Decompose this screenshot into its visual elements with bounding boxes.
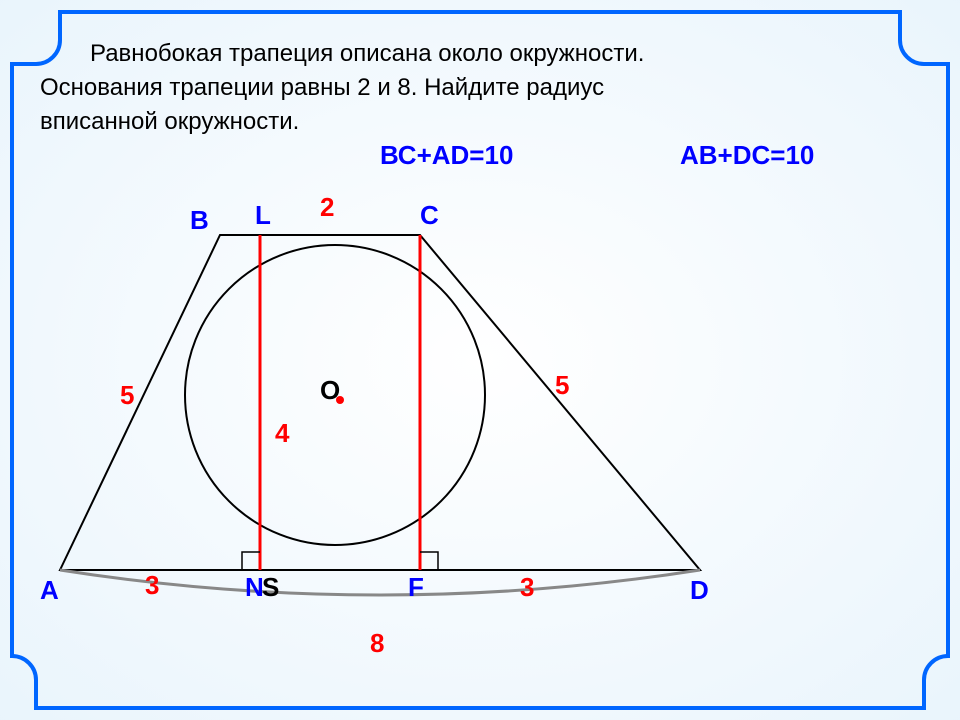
label-mid-4: 4 [275,418,289,449]
formula-ab-dc: АВ+DC=10 [680,140,814,171]
label-O: O [320,375,340,406]
label-top-2: 2 [320,192,334,223]
label-D: D [690,575,709,606]
problem-line-1: Равнобокая трапеция описана около окружн… [90,38,644,70]
label-bot-8: 8 [370,628,384,659]
problem-line-3: вписанной окружности. [40,106,299,138]
label-right-3: 3 [520,572,534,603]
label-F: F [408,572,424,603]
label-left-3: 3 [145,570,159,601]
problem-line-2: Основания трапеции равны 2 и 8. Найдите … [40,72,604,104]
label-C: С [420,200,439,231]
label-L: L [255,200,271,231]
label-A: А [40,575,59,606]
label-S: S [262,572,279,603]
label-N: N [245,572,264,603]
label-B: В [190,205,209,236]
diagram-canvas: Равнобокая трапеция описана около окружн… [0,0,960,720]
label-left-5: 5 [120,380,134,411]
label-right-5: 5 [555,370,569,401]
formula-bc-ad: ВС+АD=10 [380,140,513,171]
